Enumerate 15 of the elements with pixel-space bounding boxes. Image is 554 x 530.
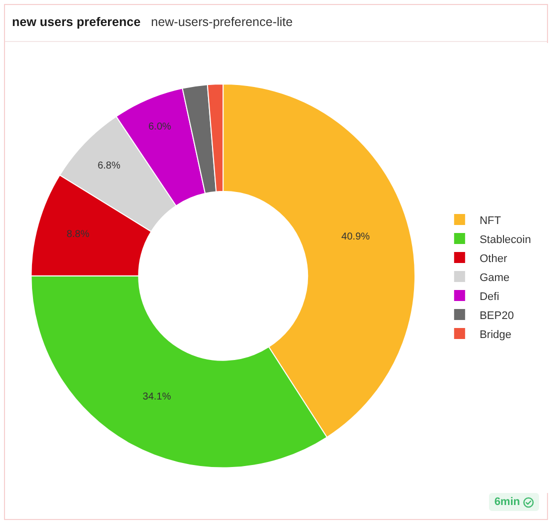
- data-label: 6.0%: [148, 122, 172, 133]
- data-label: 40.9%: [341, 231, 370, 242]
- legend-label: NFT: [480, 214, 502, 227]
- legend-label: Defi: [480, 290, 500, 303]
- text: 6min: [494, 496, 520, 508]
- legend-label: Stablecoin: [480, 234, 531, 246]
- legend-label: Game: [480, 272, 510, 284]
- data-label: 8.8%: [66, 229, 90, 240]
- chart-subtitle: new-users-preference-lite: [151, 15, 293, 29]
- data-label: 34.1%: [142, 392, 172, 403]
- data-label: 6.8%: [98, 160, 120, 172]
- legend-label: BEP20: [480, 310, 514, 322]
- legend-label: Bridge: [480, 328, 512, 341]
- chart-title: new users preference: [12, 15, 141, 29]
- legend-label: Other: [480, 252, 508, 265]
